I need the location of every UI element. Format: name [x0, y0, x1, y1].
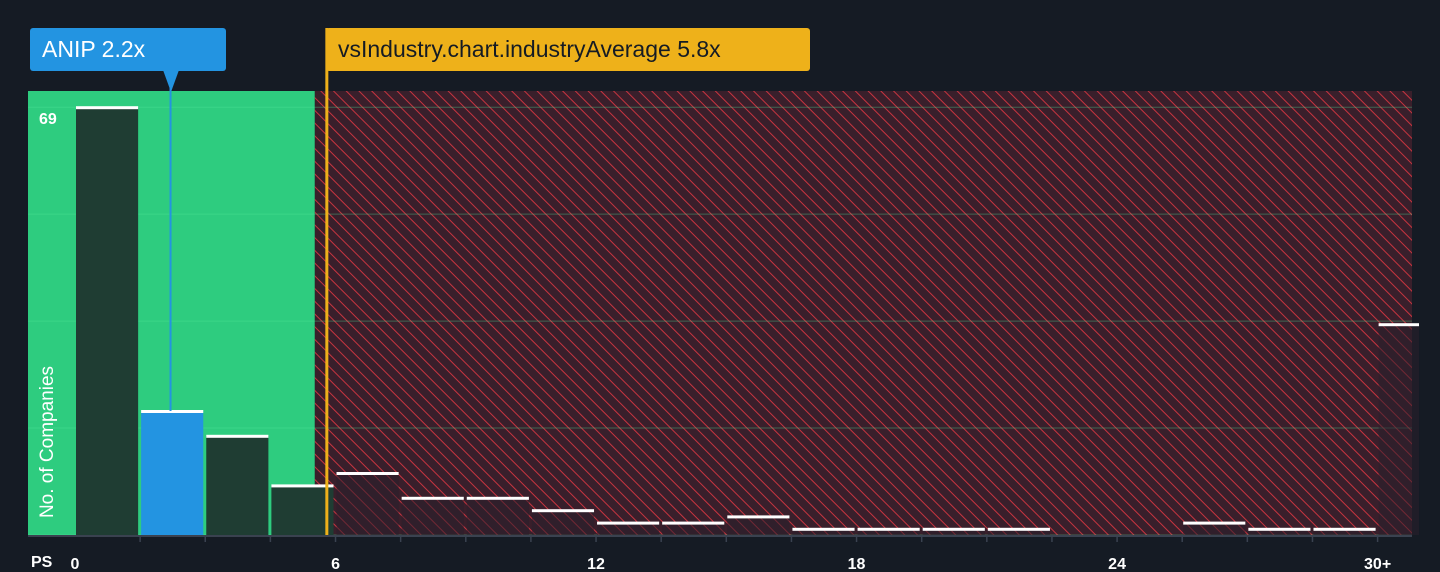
- histogram-bar: [987, 528, 1050, 535]
- histogram-bar-cap: [792, 527, 855, 531]
- x-tick-label: 6: [331, 556, 340, 571]
- histogram-bar: [1378, 324, 1420, 535]
- histogram-bar-cap: [206, 434, 269, 438]
- histogram-bars: [76, 106, 1420, 535]
- histogram-bar: [336, 473, 399, 535]
- histogram-bar: [857, 528, 920, 535]
- histogram-bar-cap: [1183, 521, 1246, 525]
- histogram-bar-cap: [1313, 527, 1376, 531]
- histogram-bar: [1183, 522, 1246, 535]
- y-max-label: 69: [39, 111, 57, 128]
- histogram-bar: [466, 497, 529, 535]
- x-axis-label: PS: [31, 554, 53, 571]
- histogram-bar-cap: [922, 527, 985, 531]
- y-axis-label: No. of Companies: [37, 365, 58, 519]
- overvalued-zone: [314, 91, 1413, 535]
- x-tick-label: 30+: [1364, 556, 1391, 571]
- company-ps-callout: ANIP 2.2x: [30, 28, 226, 71]
- histogram-bar: [1313, 528, 1376, 535]
- histogram-bar: [922, 528, 985, 535]
- histogram-bar: [531, 510, 595, 535]
- histogram-bar-cap: [1248, 527, 1311, 531]
- x-tick-label: 12: [587, 556, 605, 571]
- histogram-bar: [727, 516, 790, 535]
- x-tick-label: 0: [71, 556, 80, 571]
- histogram-bar-cap: [336, 472, 399, 475]
- histogram-bar-cap: [597, 521, 660, 525]
- histogram-bar-cap: [987, 527, 1050, 531]
- histogram-bar: [206, 435, 269, 535]
- histogram-bar-cap: [141, 410, 204, 413]
- histogram-bar-cap: [531, 509, 595, 513]
- histogram-bar: [271, 485, 334, 535]
- histogram-bar: [597, 522, 660, 535]
- company-callout-pointer: [163, 70, 179, 92]
- histogram-bar-cap: [401, 496, 464, 500]
- histogram-bar-cap: [1378, 323, 1420, 327]
- histogram-bar-cap: [857, 527, 920, 531]
- x-tick-label: 18: [848, 556, 866, 571]
- histogram-bar-cap: [662, 521, 725, 525]
- industry-average-callout: vsIndustry.chart.industryAverage 5.8x: [326, 28, 810, 71]
- histogram-bar-cap: [466, 496, 529, 500]
- x-tick-label: 24: [1108, 556, 1126, 571]
- histogram-bar: [401, 497, 464, 535]
- x-axis-ticks: 0 6 12 18 24 30+: [71, 536, 1391, 571]
- histogram-bar-company: [141, 411, 204, 535]
- histogram-bar-cap: [727, 515, 790, 519]
- histogram-bar-cap: [76, 106, 139, 110]
- histogram-bar: [76, 107, 139, 535]
- histogram-bar: [792, 528, 855, 535]
- histogram-bar: [1248, 528, 1311, 535]
- histogram-bar: [662, 522, 725, 535]
- histogram-bar-cap: [271, 484, 334, 488]
